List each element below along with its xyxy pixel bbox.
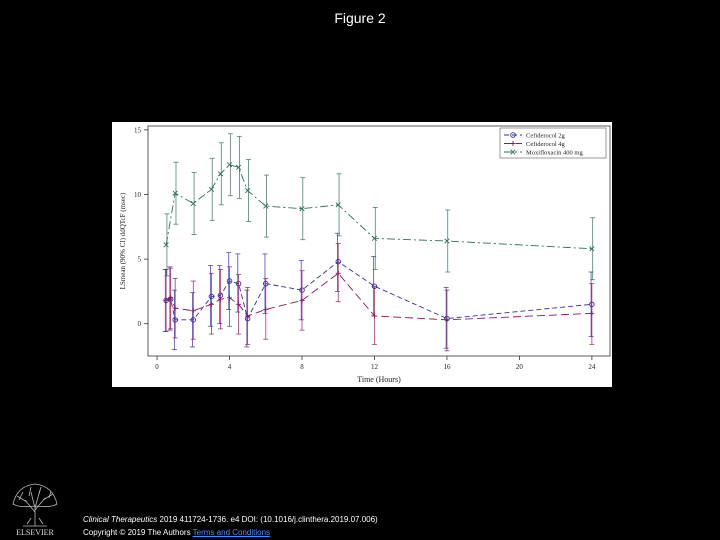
legend-label: Cefiderocol 4g	[526, 141, 566, 148]
data-point	[263, 306, 269, 312]
copyright-text: Copyright © 2019 The Authors	[83, 528, 191, 537]
legend-box	[499, 127, 607, 159]
citation-details: 2019 411724-1736. e4 DOI: (10.1016/j.cli…	[157, 515, 378, 524]
data-point	[299, 206, 305, 212]
y-axis-label: LSmean (90% CI) ddQTcF (msec)	[119, 192, 127, 289]
data-point	[371, 313, 377, 319]
chart-panel: 0 4 8 12 16 20 24 0 5 10 15 Time (Hours) LSmean (90%…	[112, 122, 612, 387]
x-tick-label: 20	[516, 363, 524, 371]
x-tick-label: 12	[371, 363, 379, 371]
copyright: Copyright © 2019 The Authors Terms and C…	[83, 528, 270, 537]
data-point	[589, 310, 595, 316]
qtc-chart: 0 4 8 12 16 20 24 0 5 10 15 Time (Hours) LSmean (90%…	[119, 125, 611, 384]
citation: Clinical Therapeutics 2019 411724-1736. …	[83, 515, 378, 524]
series-line	[165, 272, 592, 321]
data-point	[299, 297, 305, 303]
data-point	[208, 301, 214, 307]
data-point	[335, 202, 341, 208]
legend-label: Moxifloxacin 400 mg	[526, 150, 583, 157]
data-point	[245, 187, 251, 194]
terms-link[interactable]: Terms and Conditions	[192, 528, 271, 537]
data-point	[217, 296, 223, 302]
data-point	[190, 308, 196, 314]
data-point	[245, 313, 251, 319]
elsevier-tree-icon: ELSEVIER	[5, 478, 65, 538]
x-tick-label: 4	[228, 363, 232, 371]
x-tick-label: 24	[588, 363, 596, 371]
data-point	[335, 270, 341, 276]
data-point	[510, 141, 516, 146]
y-tick-label: 0	[138, 320, 142, 328]
series-line	[165, 261, 592, 321]
data-point	[510, 149, 516, 155]
data-point	[172, 305, 178, 311]
citation-journal: Clinical Therapeutics	[83, 515, 158, 524]
legend-label: Cefiderocol 2g	[526, 133, 566, 140]
data-point	[235, 164, 242, 170]
series-line	[165, 164, 592, 250]
y-tick-label: 10	[134, 191, 142, 199]
data-point	[190, 200, 196, 207]
data-point	[589, 246, 595, 252]
data-point	[217, 171, 224, 177]
x-axis-label: Time (Hours)	[357, 375, 401, 384]
data-point	[226, 162, 233, 168]
data-point	[371, 235, 378, 242]
figure-title: Figure 2	[334, 10, 386, 26]
x-tick-label: 16	[443, 363, 451, 371]
data-point	[236, 301, 242, 307]
data-point	[168, 295, 174, 301]
data-point	[510, 132, 516, 138]
data-point	[227, 295, 233, 301]
data-point	[172, 190, 178, 196]
data-point	[208, 186, 215, 192]
data-point	[163, 297, 169, 303]
y-tick-label: 5	[138, 256, 142, 264]
data-point	[263, 203, 269, 209]
plot-frame	[147, 125, 611, 357]
x-tick-label: 0	[155, 363, 159, 371]
data-point	[444, 317, 450, 323]
data-point	[444, 238, 450, 244]
data-point	[163, 242, 169, 248]
y-tick-label: 15	[134, 126, 142, 134]
x-tick-label: 8	[300, 363, 304, 371]
elsevier-wordmark: ELSEVIER	[16, 528, 54, 537]
